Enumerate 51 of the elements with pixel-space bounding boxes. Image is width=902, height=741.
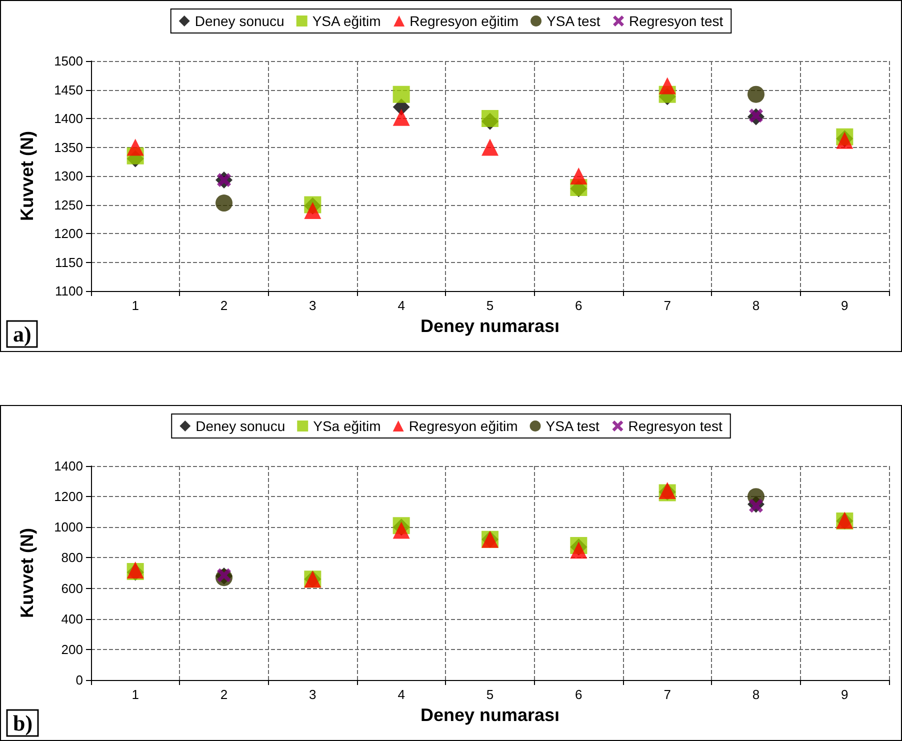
x-tick-label: 7 [664,687,671,702]
y-tick-label: 1500 [54,54,83,68]
x-tick-label: 3 [309,687,316,702]
x-tick-label: 1 [132,298,139,313]
x-tick-label: 9 [841,298,848,313]
x-tick-label: 8 [752,687,760,702]
y-tick-label: 1200 [54,226,83,241]
x-tick-label: 1 [132,687,139,702]
x-tick-label: 4 [398,687,405,702]
y-tick-label: 1200 [54,489,83,504]
x-tick-label: 6 [575,298,582,313]
x-tick-label: 5 [486,298,494,313]
y-tick-label: 800 [61,550,83,566]
y-tick-label: 1400 [54,458,83,474]
legend-label: Deney sonucu [196,418,286,434]
y-tick-label: 1300 [54,168,83,184]
y-tick-label: 1150 [55,254,83,270]
legend-label: Deney sonucu [194,13,284,29]
y-tick-label: 1250 [54,197,83,212]
y-tick-label: 0 [76,672,83,688]
text: b) [13,710,33,736]
legend-label: Regresyon eğitim [410,13,519,29]
x-tick-label: 5 [486,687,494,702]
legend-label: Regresyon eğitim [408,418,518,434]
y-tick-label: 1450 [54,82,83,98]
y-axis-title: Kuvvet (N) [17,130,37,222]
x-tick-label: 3 [309,298,316,313]
y-tick-label: 1350 [54,140,83,155]
legend-label: YSA test [546,13,600,29]
legend-label: Regresyon test [628,418,722,434]
y-tick-label: 200 [61,642,83,657]
x-axis-title: Deney numarası [420,705,560,725]
text: a) [13,322,32,346]
legend-label: YSA eğitim [312,13,381,29]
x-tick-label: 6 [575,687,582,702]
y-tick-label: 600 [61,580,83,596]
y-tick-label: 1000 [54,520,83,535]
x-tick-label: 7 [664,298,671,313]
y-axis-title: Kuvvet (N) [17,528,37,618]
x-tick-label: 2 [220,298,228,313]
x-tick-label: 8 [752,298,760,313]
legend-label: Regresyon test [629,13,724,29]
x-tick-label: 2 [220,687,228,702]
legend-label: YSa eğitim [313,418,381,434]
y-tick-label: 1400 [54,111,83,126]
x-axis-title: Deney numarası [420,316,560,336]
legend-label: YSA test [546,418,600,434]
y-tick-label: 400 [61,611,83,626]
y-tick-label: 1100 [55,284,83,298]
x-tick-label: 9 [841,687,848,702]
x-tick-label: 4 [398,298,405,313]
